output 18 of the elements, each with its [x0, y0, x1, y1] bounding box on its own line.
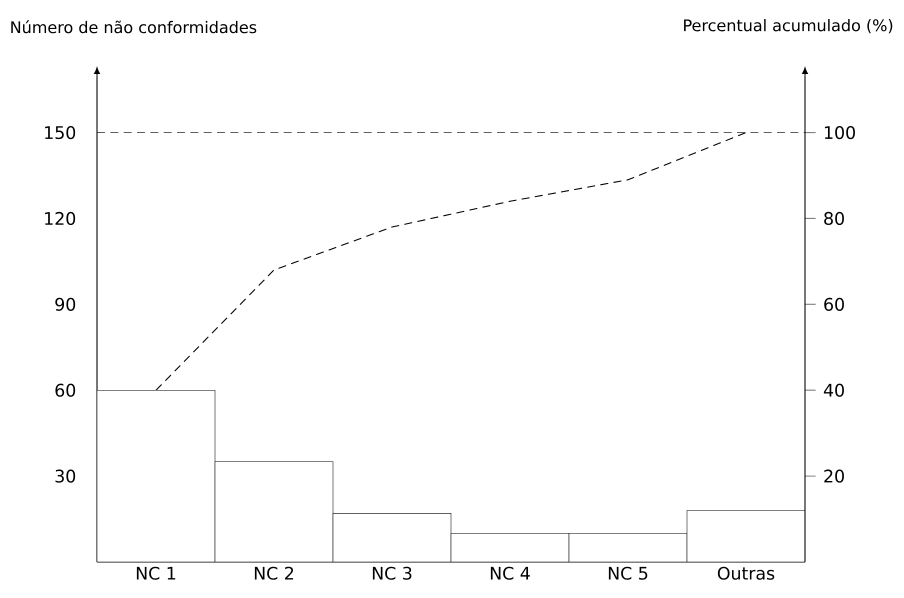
x-tick-label: NC 5 — [608, 566, 648, 580]
y-tick-label: 150 — [45, 126, 76, 140]
y2-axis-title: Percentual acumulado (%) — [684, 19, 892, 34]
y-axis-title: Número de não conformidades — [11, 20, 256, 34]
y2-tick-label: 100 — [824, 126, 855, 140]
y2-tick-label: 60 — [824, 298, 844, 311]
y-tick-label: 60 — [55, 384, 76, 397]
y2-tick-label: 40 — [824, 384, 844, 397]
x-tick-label: NC 1 — [136, 566, 176, 580]
x-tick-label: NC 2 — [254, 566, 294, 580]
x-tick-label: NC 3 — [372, 566, 412, 580]
y-tick-label: 120 — [45, 212, 76, 226]
y-tick-label: 90 — [55, 298, 76, 311]
x-tick-label: NC 4 — [490, 566, 530, 580]
y2-tick-label: 80 — [824, 212, 844, 226]
y-tick-label: 30 — [56, 470, 76, 483]
y2-tick-label: 20 — [824, 470, 844, 483]
x-tick-label: Outras — [718, 566, 774, 580]
